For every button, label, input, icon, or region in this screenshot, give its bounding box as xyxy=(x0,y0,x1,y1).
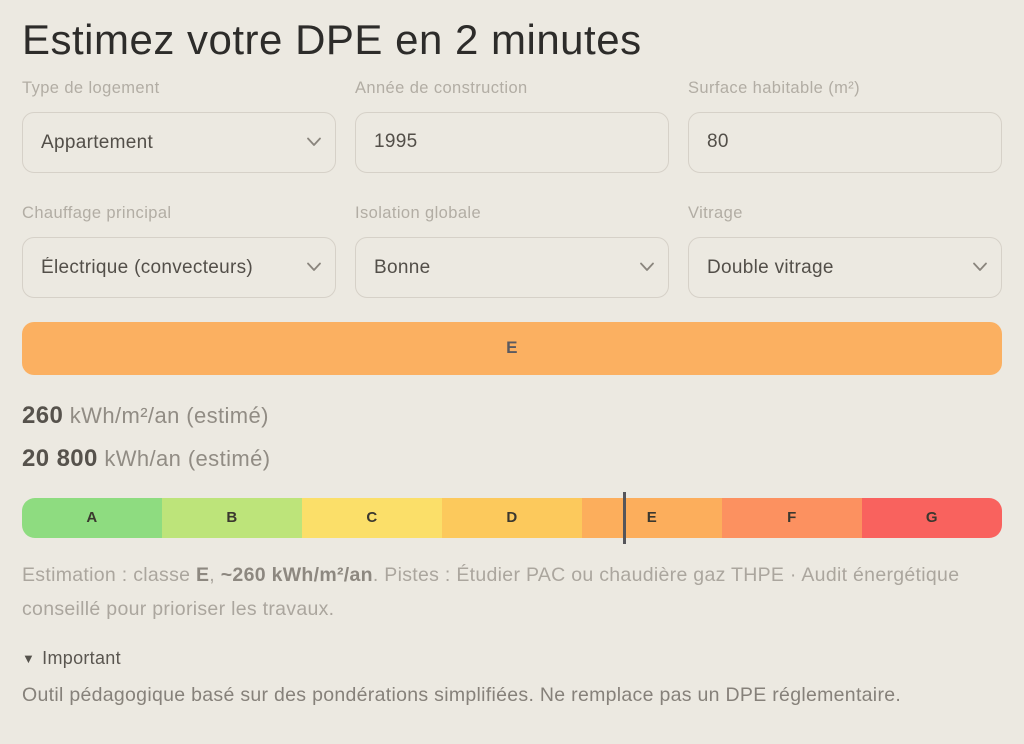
important-summary-label: Important xyxy=(42,647,121,668)
field-label: Année de construction xyxy=(355,78,528,97)
field-label: Surface habitable (m²) xyxy=(688,78,861,97)
estimation-summary-text: Estimation : classe E, ~260 kWh/m²/an. P… xyxy=(22,563,960,620)
scale-segment-d: D xyxy=(442,497,582,538)
field-label: Vitrage xyxy=(688,203,743,222)
field-annee-construction: Année de construction xyxy=(355,79,669,173)
kwh-per-m2-unit: kWh/m²/an (estimé) xyxy=(63,402,269,428)
field-isolation-globale: Isolation globale Bonne xyxy=(355,204,669,298)
surface-habitable-input[interactable] xyxy=(688,111,1002,173)
disclaimer-text: Outil pédagogique basé sur des pondérati… xyxy=(22,683,902,706)
dpe-class-result-bar: E xyxy=(22,321,1002,375)
field-label: Chauffage principal xyxy=(22,203,172,222)
page-title: Estimez votre DPE en 2 minutes xyxy=(22,16,642,63)
scale-marker xyxy=(622,491,626,544)
scale-segment-g: G xyxy=(862,497,1002,538)
type-logement-select[interactable]: Appartement xyxy=(22,111,336,173)
annee-construction-input[interactable] xyxy=(355,111,669,173)
estimation-class: E xyxy=(195,563,210,586)
dpe-estimator-page: Estimez votre DPE en 2 minutes Type de l… xyxy=(22,16,1002,709)
scale-segment-b: B xyxy=(162,497,302,538)
field-label: Type de logement xyxy=(22,78,160,97)
field-vitrage: Vitrage Double vitrage xyxy=(688,204,1002,298)
field-label: Isolation globale xyxy=(355,203,482,222)
important-summary[interactable]: ▼ Important xyxy=(22,648,1002,669)
scale-segment-e: E xyxy=(582,497,722,538)
field-chauffage-principal: Chauffage principal Électrique (convecte… xyxy=(22,204,336,298)
dpe-scale: A B C D E F G xyxy=(22,491,1002,544)
dpe-class-letter: E xyxy=(506,338,518,357)
field-surface-habitable: Surface habitable (m²) xyxy=(688,79,1002,173)
important-details: ▼ Important Outil pédagogique basé sur d… xyxy=(22,648,1002,709)
scale-segment-c: C xyxy=(302,497,442,538)
isolation-globale-select[interactable]: Bonne xyxy=(355,236,669,298)
vitrage-select[interactable]: Double vitrage xyxy=(688,236,1002,298)
dpe-form: Type de logement Appartement Année de co… xyxy=(22,79,1002,298)
expand-triangle-icon: ▼ xyxy=(22,650,36,666)
kwh-per-year-unit: kWh/an (estimé) xyxy=(97,445,271,471)
kwh-per-m2-value: 260 xyxy=(22,401,64,429)
chauffage-principal-select[interactable]: Électrique (convecteurs) xyxy=(22,236,336,298)
scale-segment-f: F xyxy=(722,497,862,538)
kwh-per-m2-metric: 260 kWh/m²/an (estimé) xyxy=(22,401,1002,431)
kwh-per-year-value: 20 800 xyxy=(22,444,98,472)
scale-segment-a: A xyxy=(22,497,162,538)
estimation-value: ~260 kWh/m²/an xyxy=(220,563,373,586)
field-type-logement: Type de logement Appartement xyxy=(22,79,336,173)
kwh-per-year-metric: 20 800 kWh/an (estimé) xyxy=(22,444,1002,474)
